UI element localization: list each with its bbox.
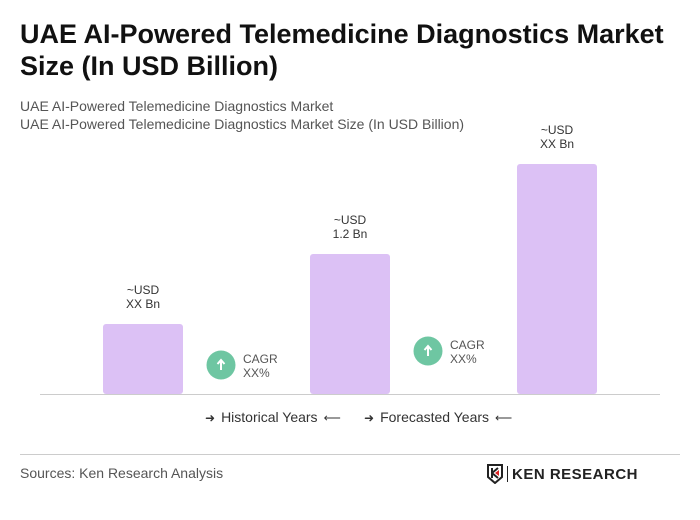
legend-forecasted: ➜ Forecasted Years ⟵: [358, 409, 518, 425]
arrow-up-glyph: [216, 358, 226, 370]
source-text: Sources: Ken Research Analysis: [20, 465, 224, 481]
bar-data-label: ~USD: [127, 283, 160, 297]
bar-data-label: XX Bn: [540, 137, 574, 151]
chart-subtitle-2: UAE AI-Powered Telemedicine Diagnostics …: [20, 116, 465, 132]
arrow-right-icon: ➜: [364, 411, 375, 425]
bar-data-label: XX Bn: [126, 297, 160, 311]
ken-logo-icon: [487, 464, 503, 484]
bar-2: [310, 254, 390, 394]
chart-title: UAE AI-Powered Telemedicine Diagnostics …: [20, 19, 664, 81]
arrow-up-glyph: [423, 344, 433, 356]
cagr-label: CAGR: [450, 338, 485, 352]
legend-label: Historical Years: [221, 409, 318, 425]
cagr-label: XX%: [450, 352, 477, 366]
bar-1: [103, 324, 183, 394]
arrow-left-icon: ⟵: [495, 411, 513, 425]
legend-label: Forecasted Years: [380, 409, 490, 425]
arrow-right-icon: ➜: [205, 411, 216, 425]
bar-3: [517, 164, 597, 394]
chart-subtitle: UAE AI-Powered Telemedicine Diagnostics …: [20, 98, 334, 114]
bar-data-label: ~USD: [541, 123, 574, 137]
bar-data-label: 1.2 Bn: [333, 227, 368, 241]
bar-data-label: ~USD: [334, 213, 367, 227]
ken-research-logo: KEN RESEARCH: [486, 464, 638, 484]
footer-divider: [20, 454, 680, 455]
legend-historical: ➜ Historical Years ⟵: [199, 409, 347, 425]
cagr-label: XX%: [243, 366, 270, 380]
cagr-label: CAGR: [243, 352, 278, 366]
arrow-left-icon: ⟵: [323, 411, 341, 425]
